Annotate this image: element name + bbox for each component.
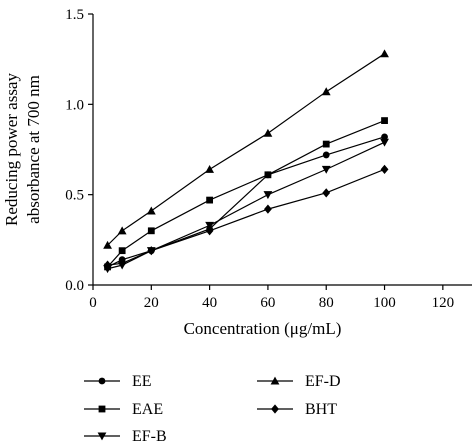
data-point-bht (322, 188, 331, 198)
legend-marker-ee (98, 377, 106, 385)
data-point-eae (322, 140, 330, 148)
legend-marker-ef-b (97, 432, 107, 441)
data-point-ef-d (380, 49, 389, 58)
x-tick-label: 0 (89, 295, 97, 311)
data-point-ef-d (263, 128, 273, 137)
data-point-ef-d (321, 87, 331, 96)
y-tick-label: 0.0 (65, 278, 84, 294)
data-point-ef-d (205, 164, 215, 173)
data-point-bht (380, 164, 389, 174)
series-eae (104, 117, 388, 271)
x-axis-title: Concentration (μg/mL) (184, 319, 342, 338)
legend-label: EF-B (132, 428, 167, 445)
data-point-eae (381, 117, 388, 124)
data-point-ee (322, 151, 330, 159)
series-ee (104, 133, 388, 271)
data-point-ef-b (263, 191, 273, 200)
data-point-ef-d (117, 226, 127, 235)
legend-marker-eae (98, 405, 106, 413)
x-tick-label: 80 (319, 295, 334, 311)
data-point-bht (264, 204, 272, 214)
data-point-eae (264, 171, 272, 179)
series-line-eae (107, 120, 385, 268)
legend-label: EF-D (305, 373, 341, 390)
data-point-bht (103, 260, 112, 270)
y-axis-title-line: absorbance at 700 nm (24, 75, 43, 224)
legend-label: BHT (305, 401, 337, 418)
data-point-bht (205, 226, 214, 236)
axes: 0 20 40 60 80 100 120 0.0 0.5 1.0 1.5 (65, 7, 472, 311)
legend-marker-bht (271, 404, 279, 414)
legend-marker-ef-d (270, 376, 280, 385)
data-point-eae (147, 227, 155, 235)
x-tick-label: 20 (144, 295, 159, 311)
legend-label: EAE (132, 401, 163, 418)
y-tick-label: 1.0 (65, 97, 84, 113)
data-point-ef-d (146, 206, 156, 215)
legend-item-ef-b: EF-B (84, 428, 167, 445)
data-point-ef-b (380, 138, 389, 147)
data-point-eae (118, 247, 126, 255)
x-tick-label: 100 (373, 295, 396, 311)
y-axis-title-line: Reducing power assay (2, 73, 21, 226)
series-layer (103, 49, 389, 274)
legend-item-bht: BHT (257, 401, 337, 418)
legend-item-ee: EE (84, 373, 152, 390)
legend: EE EAE EF-B EF-D BHT (84, 373, 341, 445)
legend-item-ef-d: EF-D (257, 373, 341, 390)
y-tick-label: 0.5 (65, 188, 84, 204)
data-point-eae (206, 196, 214, 204)
data-point-ef-d (103, 240, 112, 249)
legend-item-eae: EAE (84, 401, 163, 418)
x-tick-label: 120 (432, 295, 455, 311)
x-tick-label: 60 (260, 295, 275, 311)
series-bht (103, 164, 389, 270)
data-point-ef-b (321, 165, 331, 174)
series-ef-d (103, 49, 389, 249)
data-point-bht (147, 246, 156, 256)
x-tick-label: 40 (202, 295, 217, 311)
y-tick-label: 1.5 (65, 7, 84, 23)
legend-label: EE (132, 373, 152, 390)
data-point-ef-b (205, 221, 215, 230)
data-point-ee (381, 133, 388, 141)
data-point-bht (118, 258, 127, 268)
